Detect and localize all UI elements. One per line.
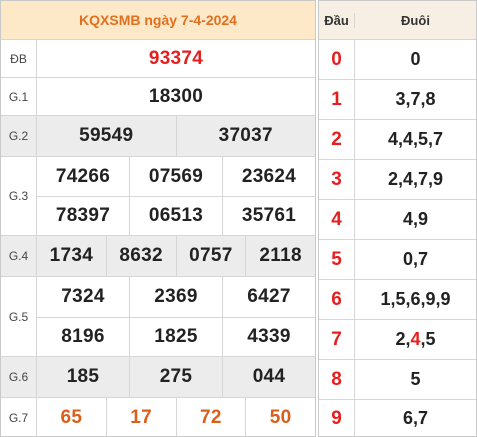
prize-row-g3: G.3 74266 07569 23624 78397 06513 35761 (1, 156, 315, 235)
prize-label: G.1 (1, 78, 37, 115)
prize-number: 65 (60, 406, 83, 428)
loto-row: 9 6,7 (319, 399, 476, 437)
loto-row: 7 2, 4,5 (319, 319, 476, 359)
duoi-value: 6,7 (402, 408, 429, 428)
dau-value: 1 (319, 80, 355, 119)
results-title: KQXSMB ngày 7-4-2024 (1, 1, 315, 39)
prize-number: 8196 (61, 325, 105, 347)
dau-value: 3 (319, 160, 355, 199)
prize-label: G.4 (1, 236, 37, 276)
prize-number: 07569 (129, 157, 222, 196)
prize-row-db: ĐB 93374 (1, 39, 315, 77)
loto-row: 8 5 (319, 359, 476, 399)
prize-number: 2369 (129, 277, 222, 317)
prize-number: 93374 (148, 47, 204, 69)
prize-number: 72 (175, 398, 246, 437)
prize-label: G.5 (1, 277, 37, 356)
duoi-value: 0 (410, 49, 421, 69)
prize-row-g5: G.5 7324 2369 6427 8196 1825 4339 (1, 276, 315, 356)
prize-number: 8632 (105, 236, 176, 276)
loto-row: 6 1,5,6,9,9 (319, 279, 476, 319)
dau-value: 2 (319, 120, 355, 159)
duoi-value: 0,7 (402, 249, 429, 269)
duoi-header: Đuôi (401, 12, 430, 28)
prize-number: 185 (66, 366, 100, 387)
loto-row: 1 3,7,8 (319, 79, 476, 119)
duoi-value: 2,4,7,9 (387, 169, 444, 189)
duoi-value: 2, 4,5 (355, 320, 476, 359)
loto-row: 4 4,9 (319, 199, 476, 239)
dau-value: 9 (319, 400, 355, 437)
prize-number: 0757 (175, 236, 246, 276)
prize-label: G.2 (1, 116, 37, 156)
prize-number: 78397 (55, 204, 111, 226)
dau-value: 7 (319, 320, 355, 359)
duoi-part-highlight: 4 (410, 329, 421, 349)
prize-number: 2118 (245, 236, 315, 276)
prize-number: 044 (222, 357, 315, 397)
duoi-part: 2, (395, 329, 411, 349)
prize-row-g7: G.7 65 17 72 50 (1, 397, 315, 437)
loto-table: Đầu Đuôi 0 0 1 3,7,8 2 4,4,5,7 3 2,4,7,9… (318, 0, 477, 437)
prize-number: 1825 (129, 317, 222, 356)
prize-number: 23624 (222, 157, 315, 196)
prize-label: G.6 (1, 357, 37, 397)
loto-row: 5 0,7 (319, 239, 476, 279)
prize-number: 6427 (222, 277, 315, 317)
prize-number: 06513 (129, 196, 222, 235)
duoi-part: ,5 (420, 329, 436, 349)
duoi-value: 1,5,6,9,9 (380, 289, 451, 309)
prize-label: G.3 (1, 157, 37, 235)
dau-value: 8 (319, 360, 355, 399)
dau-value: 6 (319, 280, 355, 319)
prize-number: 7324 (61, 286, 105, 307)
prize-number: 1734 (49, 245, 94, 266)
loto-header: Đầu Đuôi (319, 1, 476, 39)
prize-row-g1: G.1 18300 (1, 77, 315, 115)
dau-header: Đầu (319, 12, 355, 28)
prize-number: 4339 (222, 317, 315, 356)
prize-number: 35761 (222, 196, 315, 235)
prize-label: ĐB (1, 40, 37, 77)
prize-number: 17 (105, 398, 176, 437)
loto-row: 2 4,4,5,7 (319, 119, 476, 159)
prize-number: 50 (245, 398, 315, 437)
prize-number: 74266 (55, 165, 111, 187)
prize-number: 37037 (175, 116, 316, 156)
duoi-value: 4,4,5,7 (387, 129, 444, 149)
dau-value: 5 (319, 240, 355, 279)
loto-row: 3 2,4,7,9 (319, 159, 476, 199)
prize-row-g4: G.4 1734 8632 0757 2118 (1, 235, 315, 276)
duoi-value: 3,7,8 (395, 89, 436, 109)
prize-number: 275 (129, 357, 222, 397)
prize-row-g2: G.2 59549 37037 (1, 115, 315, 156)
duoi-value: 5 (410, 369, 421, 389)
prize-number: 18300 (148, 85, 204, 107)
prize-row-g6: G.6 185 275 044 (1, 356, 315, 397)
dau-value: 4 (319, 200, 355, 239)
loto-row: 0 0 (319, 39, 476, 79)
prize-label: G.7 (1, 398, 37, 437)
dau-value: 0 (319, 40, 355, 79)
results-table: KQXSMB ngày 7-4-2024 ĐB 93374 G.1 18300 … (0, 0, 316, 437)
prize-number: 59549 (79, 125, 134, 146)
duoi-value: 4,9 (402, 209, 429, 229)
